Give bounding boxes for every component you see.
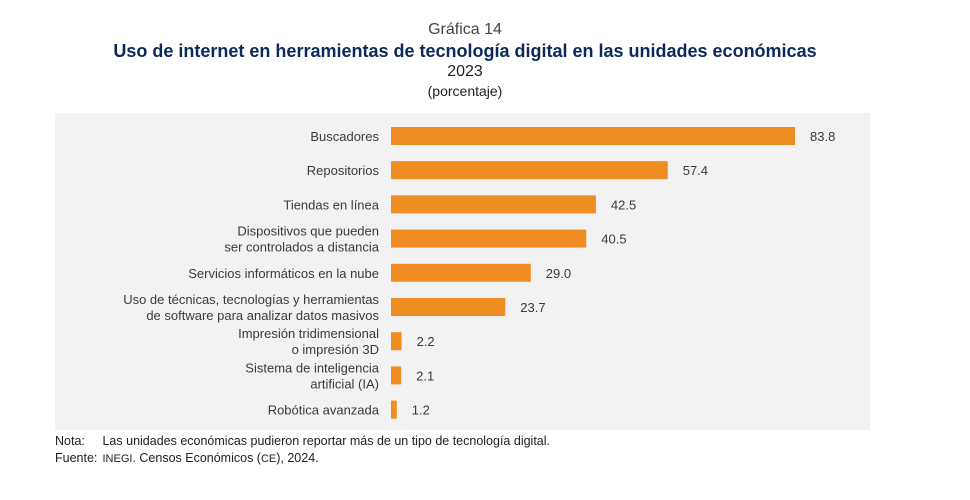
chart-unit: (porcentaje)	[427, 83, 503, 99]
category-label: Dispositivos que pueden	[237, 224, 379, 239]
category-label: de software para analizar datos masivos	[146, 308, 379, 323]
bar	[391, 195, 596, 214]
bar	[391, 127, 795, 145]
source-abbr: CE	[260, 453, 277, 465]
bar-value-label: 57.4	[683, 163, 708, 178]
bar-value-label: 2.2	[417, 334, 435, 349]
bar	[391, 332, 402, 351]
bar	[391, 298, 506, 316]
bar-value-label: 23.7	[520, 300, 545, 315]
category-label: Buscadores	[310, 129, 379, 144]
chart-header: Gráfica 14 Uso de internet en herramient…	[0, 20, 930, 100]
category-label: Tiendas en línea	[283, 197, 379, 212]
bar	[391, 263, 531, 282]
category-label: Uso de técnicas, tecnologías y herramien…	[123, 292, 379, 307]
chart-notes: Nota: Las unidades económicas pudieron r…	[55, 433, 550, 468]
chart-year: 2023	[447, 63, 483, 80]
category-label: Repositorios	[307, 163, 380, 178]
note-line: Nota: Las unidades económicas pudieron r…	[55, 433, 550, 450]
bar-value-label: 40.5	[601, 232, 626, 247]
note-key: Nota:	[55, 434, 85, 448]
category-label: o impresión 3D	[292, 342, 379, 357]
bar	[391, 400, 397, 419]
category-label: artificial (IA)	[310, 376, 379, 391]
bar	[391, 229, 587, 248]
source-mid: . Censos Económicos (	[132, 451, 261, 465]
chart-title: Uso de internet en herramientas de tecno…	[113, 41, 817, 61]
category-label: Sistema de inteligencia	[245, 360, 379, 375]
source-org: INEGI	[102, 453, 133, 465]
bar-value-label: 2.1	[416, 368, 434, 383]
category-label: Robótica avanzada	[268, 403, 380, 418]
bar-value-label: 42.5	[611, 197, 636, 212]
note-text: Las unidades económicas pudieron reporta…	[102, 434, 550, 448]
source-key: Fuente:	[55, 451, 98, 465]
category-label: ser controlados a distancia	[224, 240, 379, 255]
source-line: Fuente: INEGI. Censos Económicos (CE), 2…	[55, 450, 550, 468]
category-label: Servicios informáticos en la nube	[188, 266, 379, 281]
chart-number: Gráfica 14	[428, 21, 502, 38]
bar-value-label: 29.0	[546, 266, 571, 281]
bar	[391, 161, 668, 180]
bar-value-label: 1.2	[412, 403, 430, 418]
category-label: Impresión tridimensional	[238, 326, 379, 341]
bar-value-label: 83.8	[810, 129, 835, 144]
source-end: ), 2024.	[276, 451, 319, 465]
bar	[391, 366, 402, 385]
